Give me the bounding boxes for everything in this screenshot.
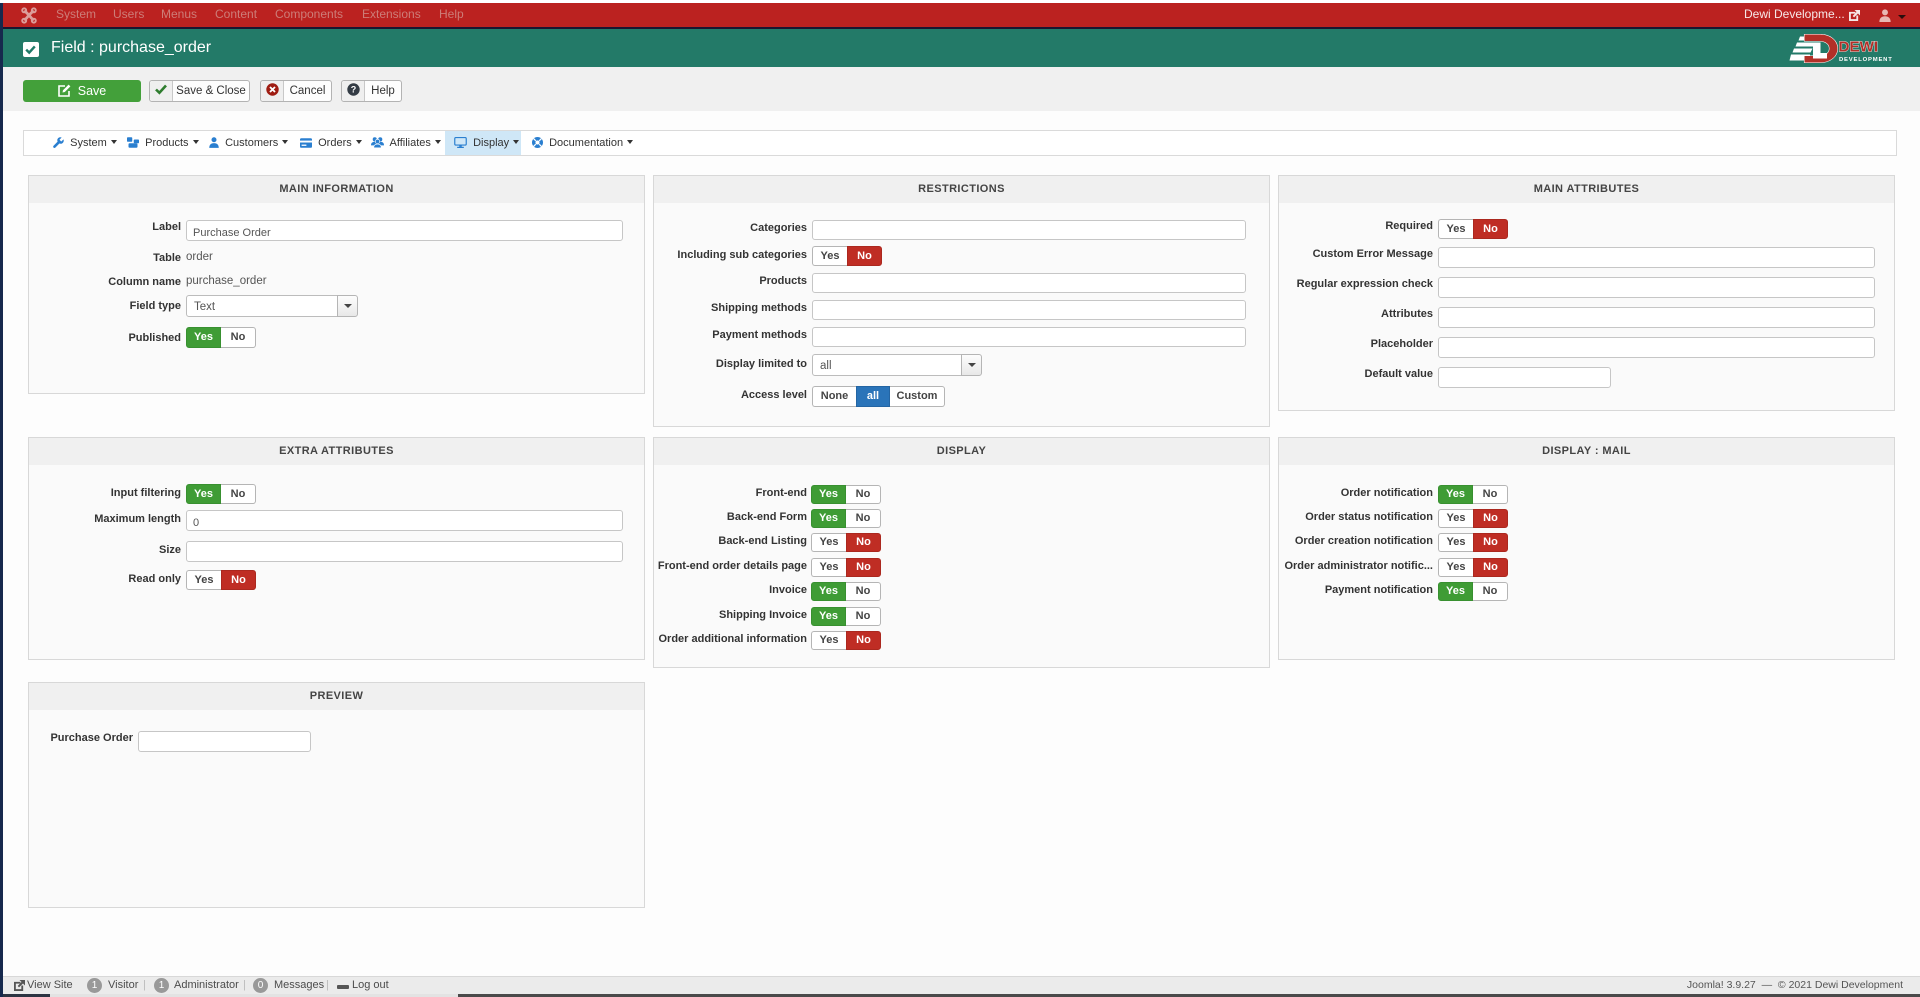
svg-text:DEVELOPMENT: DEVELOPMENT — [1839, 57, 1893, 63]
svg-text:?: ? — [350, 85, 356, 95]
svg-text:DEWI: DEWI — [1839, 38, 1879, 55]
